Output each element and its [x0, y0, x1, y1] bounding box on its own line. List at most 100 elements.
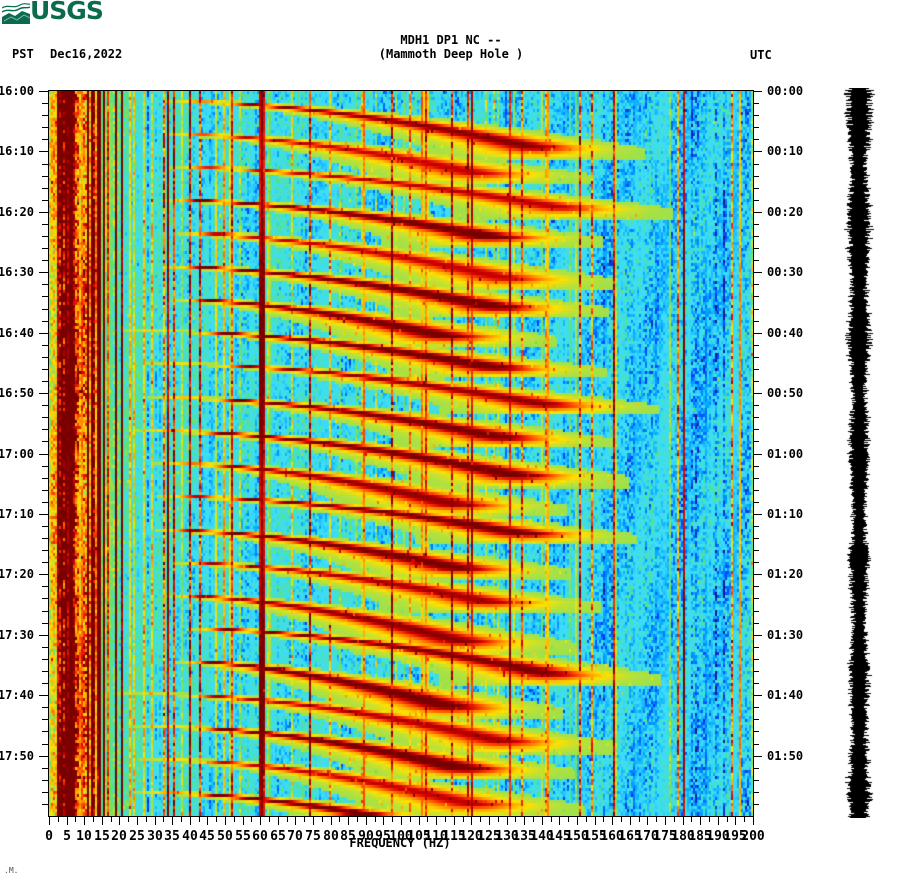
time-tick-minor	[42, 659, 48, 660]
frequency-tick-minor	[691, 816, 692, 822]
frequency-tick-major	[348, 816, 349, 825]
time-tick-minor	[753, 466, 759, 467]
time-tick-minor	[42, 309, 48, 310]
time-tick-minor	[42, 719, 48, 720]
usgs-logo: USGS	[2, 0, 104, 26]
frequency-tick-minor	[515, 816, 516, 822]
frequency-tick-major	[612, 816, 613, 825]
time-tick-major	[39, 574, 48, 575]
frequency-tick-major	[595, 816, 596, 825]
time-tick-minor	[753, 490, 759, 491]
time-tick-label-utc: 00:20	[767, 205, 804, 219]
frequency-tick-major	[49, 816, 50, 825]
frequency-tick-minor	[58, 816, 59, 822]
time-tick-minor	[753, 127, 759, 128]
frequency-tick-label: 135	[512, 829, 536, 844]
frequency-tick-label: 195	[723, 829, 747, 844]
time-tick-major	[39, 151, 48, 152]
time-tick-minor	[753, 284, 759, 285]
time-tick-minor	[753, 804, 759, 805]
frequency-tick-major	[366, 816, 367, 825]
time-tick-label-pst: 16:30	[0, 265, 34, 279]
frequency-tick-minor	[480, 816, 481, 822]
time-tick-label-utc: 01:20	[767, 567, 804, 581]
frequency-tick-minor	[656, 816, 657, 822]
time-tick-minor	[42, 176, 48, 177]
frequency-tick-major	[383, 816, 384, 825]
time-tick-label-pst: 17:20	[0, 567, 34, 581]
time-tick-minor	[753, 659, 759, 660]
time-tick-minor	[753, 744, 759, 745]
time-tick-minor	[753, 103, 759, 104]
frequency-tick-minor	[727, 816, 728, 822]
time-tick-major	[39, 333, 48, 334]
time-tick-label-pst: 17:40	[0, 688, 34, 702]
frequency-tick-major	[172, 816, 173, 825]
frequency-tick-label: 185	[688, 829, 712, 844]
time-tick-major	[753, 695, 762, 696]
time-tick-minor	[753, 671, 759, 672]
frequency-tick-minor	[339, 816, 340, 822]
usgs-wave-icon	[2, 3, 30, 24]
time-tick-label-utc: 01:40	[767, 688, 804, 702]
date-label: Dec16,2022	[50, 47, 123, 61]
time-tick-minor	[753, 429, 759, 430]
frequency-tick-major	[155, 816, 156, 825]
time-tick-minor	[753, 502, 759, 503]
frequency-tick-major	[647, 816, 648, 825]
frequency-tick-label: 155	[583, 829, 607, 844]
time-tick-minor	[42, 731, 48, 732]
time-tick-major	[753, 151, 762, 152]
time-tick-minor	[753, 381, 759, 382]
time-tick-minor	[753, 441, 759, 442]
frequency-tick-minor	[322, 816, 323, 822]
time-tick-label-utc: 01:50	[767, 749, 804, 763]
timezone-right-label: UTC	[750, 48, 772, 62]
time-tick-label-utc: 00:40	[767, 326, 804, 340]
frequency-tick-minor	[181, 816, 182, 822]
time-tick-major	[39, 212, 48, 213]
time-tick-label-pst: 17:50	[0, 749, 34, 763]
frequency-tick-label: 100	[389, 829, 413, 844]
time-tick-minor	[42, 550, 48, 551]
frequency-tick-major	[436, 816, 437, 825]
frequency-tick-label: 170	[635, 829, 659, 844]
frequency-tick-label: 130	[495, 829, 519, 844]
time-tick-label-pst: 16:50	[0, 386, 34, 400]
time-tick-major	[39, 514, 48, 515]
time-tick-major	[753, 454, 762, 455]
time-tick-minor	[42, 586, 48, 587]
frequency-tick-major	[102, 816, 103, 825]
time-tick-minor	[753, 115, 759, 116]
frequency-tick-major	[295, 816, 296, 825]
time-tick-minor	[42, 562, 48, 563]
frequency-tick-minor	[568, 816, 569, 822]
frequency-tick-major	[753, 816, 754, 825]
time-tick-major	[753, 514, 762, 515]
frequency-tick-label: 25	[129, 829, 145, 844]
time-tick-label-utc: 00:10	[767, 144, 804, 158]
frequency-tick-label: 90	[358, 829, 374, 844]
frequency-tick-major	[542, 816, 543, 825]
time-tick-minor	[753, 550, 759, 551]
time-tick-minor	[42, 381, 48, 382]
frequency-tick-minor	[199, 816, 200, 822]
time-tick-major	[39, 272, 48, 273]
time-tick-label-pst: 17:10	[0, 507, 34, 521]
frequency-tick-minor	[621, 816, 622, 822]
time-tick-minor	[42, 127, 48, 128]
frequency-tick-minor	[392, 816, 393, 822]
frequency-tick-major	[119, 816, 120, 825]
time-tick-minor	[753, 707, 759, 708]
frequency-tick-major	[331, 816, 332, 825]
frequency-tick-label: 105	[407, 829, 431, 844]
time-tick-minor	[42, 611, 48, 612]
time-tick-minor	[753, 164, 759, 165]
time-tick-minor	[42, 744, 48, 745]
frequency-tick-label: 75	[305, 829, 321, 844]
frequency-tick-major	[630, 816, 631, 825]
time-tick-minor	[753, 792, 759, 793]
frequency-tick-minor	[234, 816, 235, 822]
time-tick-minor	[42, 466, 48, 467]
frequency-tick-label: 45	[199, 829, 215, 844]
